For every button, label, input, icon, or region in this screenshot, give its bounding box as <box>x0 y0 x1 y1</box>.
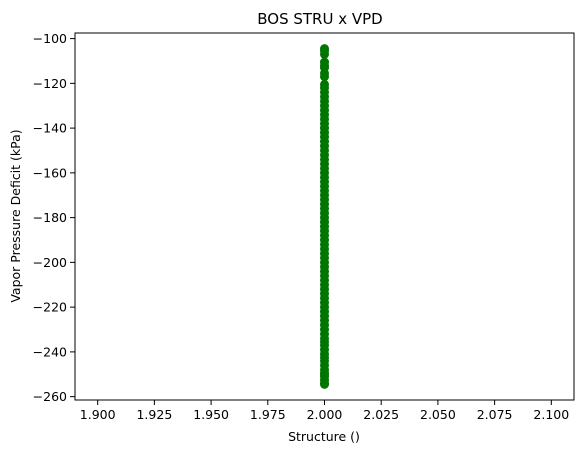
x-axis-label: Structure () <box>288 429 360 444</box>
x-tick-label: 2.025 <box>363 407 399 422</box>
y-tick-label: −140 <box>33 121 67 136</box>
x-tick-label: 1.900 <box>80 407 116 422</box>
x-axis-ticks: 1.900 1.925 1.950 1.975 2.000 2.025 2.050 2.075… <box>80 400 569 422</box>
y-axis-ticks: −260 −240 −220 −200 −180 −160 −140 −120 −100 <box>33 31 75 404</box>
x-tick-label: 1.975 <box>250 407 286 422</box>
data-points <box>320 44 329 389</box>
data-point <box>320 369 329 379</box>
x-tick-label: 2.050 <box>420 407 456 422</box>
y-tick-label: −240 <box>33 344 67 359</box>
y-tick-label: −200 <box>33 255 67 270</box>
y-tick-label: −220 <box>33 300 67 315</box>
y-tick-label: −180 <box>33 210 67 225</box>
y-tick-label: −100 <box>33 31 67 46</box>
x-tick-label: 2.075 <box>477 407 513 422</box>
x-tick-label: 1.925 <box>136 407 172 422</box>
data-point <box>320 72 329 82</box>
data-point <box>320 49 329 59</box>
x-tick-label: 2.000 <box>307 407 343 422</box>
y-tick-label: −260 <box>33 389 67 404</box>
data-point <box>320 379 329 389</box>
y-tick-label: −160 <box>33 165 67 180</box>
y-axis-label: Vapor Pressure Deficit (kPa) <box>8 129 23 302</box>
y-tick-label: −120 <box>33 76 67 91</box>
x-tick-label: 2.100 <box>533 407 569 422</box>
x-tick-label: 1.950 <box>193 407 229 422</box>
chart-title: BOS STRU x VPD <box>257 10 382 28</box>
